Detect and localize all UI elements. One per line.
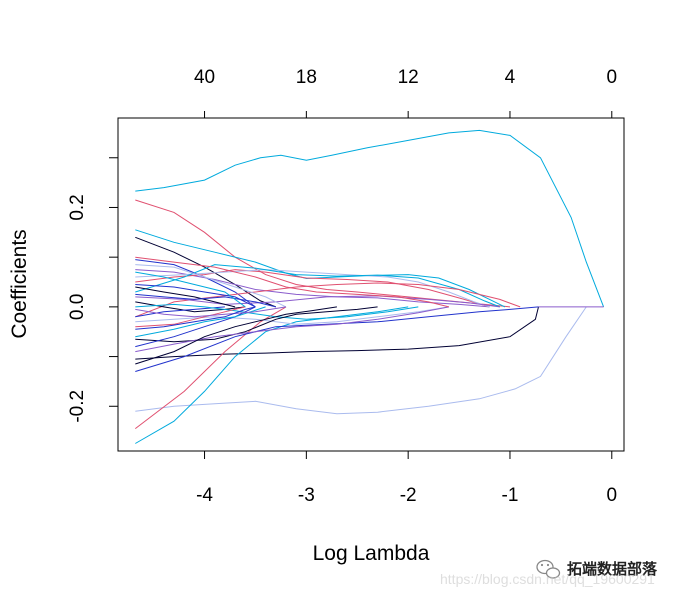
watermark-url: https://blog.csdn.net/qq_19600291	[440, 571, 655, 587]
x-tick-label: -4	[196, 485, 213, 506]
wechat-icon	[536, 559, 561, 579]
coefficient-path-28	[135, 264, 287, 308]
coefficient-path-30	[135, 293, 276, 308]
x-axis-title: Log Lambda	[313, 542, 430, 565]
coefficient-path-29	[135, 306, 337, 365]
watermark: 拓端数据部落 https://blog.csdn.net/qq_19600291	[440, 559, 658, 587]
coefficient-path-8	[135, 229, 506, 308]
coefficient-path-6	[135, 306, 539, 372]
coefficient-path-23	[135, 306, 378, 343]
coefficient-path-31	[135, 306, 287, 318]
series-layer	[134, 129, 605, 444]
coefficient-path-27	[135, 306, 246, 328]
y-tick-label: 0.2	[67, 194, 88, 220]
coefficient-path-14	[135, 264, 500, 308]
coefficient-path-26	[135, 306, 266, 338]
coefficient-path-16	[135, 295, 500, 308]
top-tick-label: 18	[296, 67, 317, 88]
watermark-text: 拓端数据部落	[567, 560, 658, 578]
coefficient-path-13	[135, 269, 490, 308]
x-tick-label: -1	[502, 485, 519, 506]
coefficient-path-4	[135, 306, 409, 444]
coefficient-path-9	[135, 236, 276, 308]
coefficient-path-17	[135, 284, 256, 308]
top-tick-label: 12	[398, 67, 419, 88]
coefficient-path-32	[135, 256, 450, 308]
coefficient-path-24	[135, 306, 256, 348]
coefficient-path-18	[135, 286, 236, 308]
axes-layer: -4 -3 -2 -1 040 18 12 4 0-0.20.00.2	[67, 67, 617, 506]
coefficient-path-3	[135, 306, 539, 360]
y-axis-title: Coefficients	[8, 229, 31, 338]
coefficient-path-12	[135, 269, 490, 308]
coefficient-path-1	[135, 129, 605, 308]
top-tick-label: 0	[606, 67, 617, 88]
coefficient-path-34	[135, 306, 256, 330]
y-tick-label: 0.0	[67, 294, 88, 320]
coefficient-path-22	[135, 306, 449, 325]
coefficient-path-5	[134, 306, 287, 429]
x-tick-label: 0	[606, 485, 617, 506]
x-tick-label: -3	[298, 485, 315, 506]
coefficient-path-25	[135, 306, 449, 353]
top-tick-label: 40	[194, 67, 215, 88]
top-tick-label: 4	[505, 67, 516, 88]
coefficient-path-2	[135, 306, 587, 415]
y-tick-label: -0.2	[67, 390, 88, 423]
x-tick-label: -2	[400, 485, 417, 506]
coefficient-path-20	[135, 306, 225, 318]
coefficient-path-7	[135, 199, 511, 308]
coefficient-path-33	[135, 271, 246, 308]
